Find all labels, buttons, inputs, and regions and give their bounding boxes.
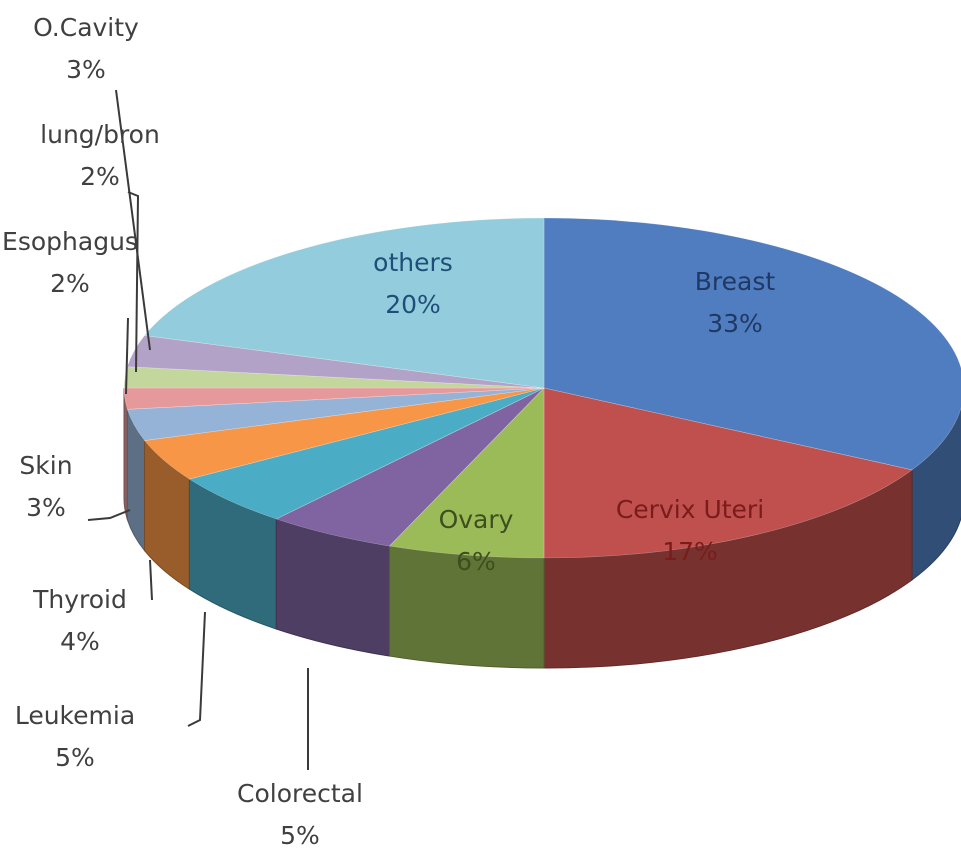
leader-lines [87,89,309,770]
slice-value-cervix-uteri: 17% [662,537,718,566]
slice-value-others: 20% [385,290,441,319]
leader-line-leukemia [187,611,206,727]
pie-sides [123,387,961,669]
leader-line-o-cavity [115,89,151,351]
leader-line-thyroid [149,559,153,601]
slice-breast [543,217,961,471]
slice-label-leukemia: Leukemia [15,701,135,730]
slice-esophagus [123,387,545,410]
slice-value-lung-bron: 2% [80,162,120,191]
slice-label-esophagus: Esophagus [2,227,138,256]
slice-label-others: others [373,248,453,277]
slice-value-colorectal: 5% [280,821,320,850]
slice-leukemia [188,387,545,520]
slice-value-ovary: 6% [456,547,496,576]
leader-line-esophagus [125,317,129,395]
slice-label-ovary: Ovary [439,505,514,534]
leader-line-lung-bron [127,191,140,373]
slice-value-o-cavity: 3% [66,55,106,84]
slice-label-cervix-uteri: Cervix Uteri [616,495,764,524]
slice-label-thyroid: Thyroid [32,585,127,614]
slice-thyroid [143,387,545,480]
slice-label-o-cavity: O.Cavity [33,13,139,42]
slice-label-lung-bron: lung/bron [40,120,160,149]
slice-value-skin: 3% [26,493,66,522]
pie-slices [123,217,961,559]
slice-value-breast: 33% [707,309,763,338]
leader-line-skin [87,509,131,521]
slice-ovary [388,387,545,559]
slice-labels: Breast 33% Cervix Uteri 17% Ovary 6% Colorecta… [2,13,775,850]
slice-value-leukemia: 5% [55,743,95,772]
slice-cervix-uteri [543,387,913,559]
slice-others [143,217,545,389]
slice-label-breast: Breast [695,267,776,296]
slice-colorectal [275,387,545,547]
slice-skin [126,387,545,441]
slice-label-skin: Skin [19,451,72,480]
slice-value-esophagus: 2% [50,269,90,298]
slice-label-colorectal: Colorectal [237,779,363,808]
slice-value-thyroid: 4% [60,627,100,656]
